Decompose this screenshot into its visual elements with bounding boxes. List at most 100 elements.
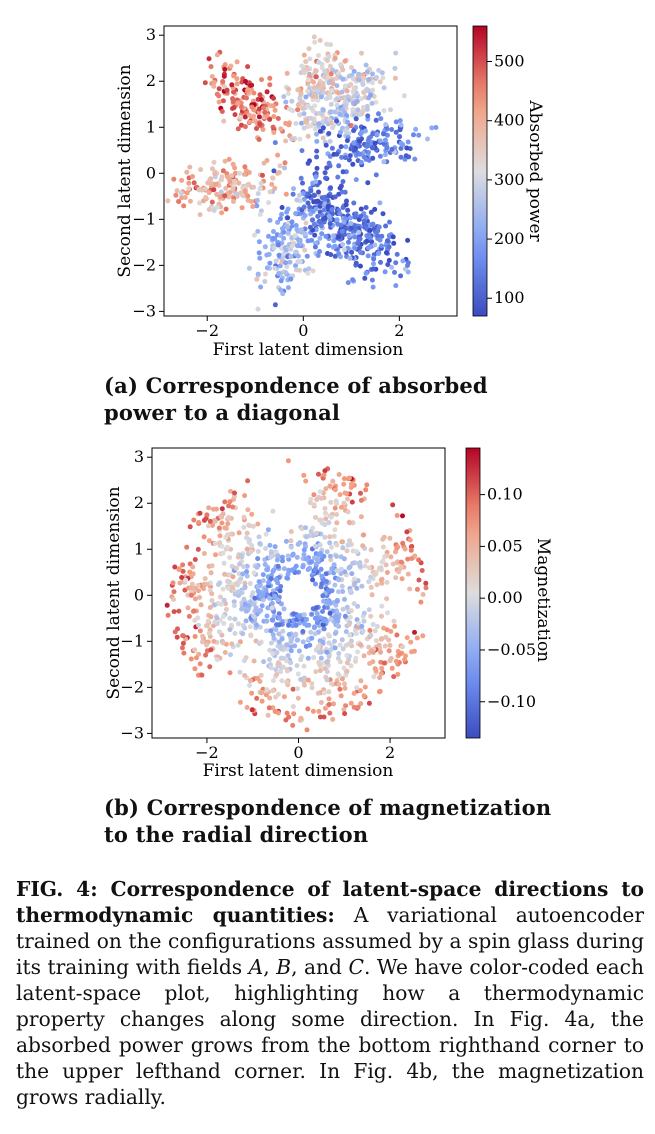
scatter-point	[324, 604, 330, 610]
scatter-point	[384, 132, 390, 138]
scatter-point	[317, 37, 323, 43]
scatter-point	[310, 525, 316, 531]
scatter-point	[259, 698, 265, 704]
scatter-point	[336, 651, 342, 656]
scatter-point	[283, 717, 289, 723]
scatter-point	[359, 50, 364, 56]
scatter-point	[304, 66, 310, 72]
scatter-point	[258, 97, 264, 103]
scatter-point	[270, 705, 276, 711]
scatter-point	[264, 252, 270, 258]
scatter-point	[197, 212, 203, 218]
scatter-point	[353, 177, 359, 183]
scatter-point	[393, 283, 399, 289]
scatter-point	[303, 478, 309, 484]
scatter-point	[171, 589, 177, 595]
scatter-point	[272, 107, 278, 113]
scatter-point	[400, 513, 405, 519]
scatter-point	[344, 198, 349, 204]
scatter-point	[211, 638, 217, 644]
scatter-point	[389, 127, 395, 132]
scatter-point	[310, 217, 316, 223]
x-tick-label: −2	[195, 321, 219, 340]
scatter-point	[294, 226, 300, 232]
scatter-point	[332, 505, 338, 511]
scatter-point	[242, 673, 248, 678]
scatter-point	[208, 64, 214, 70]
scatter-point	[246, 522, 252, 528]
scatter-point	[344, 604, 350, 610]
scatter-point	[191, 608, 197, 614]
scatter-point	[280, 558, 285, 564]
scatter-point	[257, 92, 263, 98]
scatter-point	[377, 675, 383, 681]
scatter-point	[287, 259, 293, 265]
scatter-point	[365, 253, 371, 259]
scatter-point	[341, 476, 347, 482]
scatter-point	[235, 621, 241, 627]
scatter-point	[279, 205, 285, 210]
scatter-point	[315, 97, 321, 103]
scatter-point	[231, 89, 236, 95]
scatter-point	[192, 666, 198, 672]
scatter-point	[366, 77, 372, 82]
scatter-point	[353, 631, 359, 637]
scatter-point	[356, 238, 362, 244]
scatter-point	[334, 102, 340, 108]
scatter-point	[269, 600, 275, 606]
scatter-point	[179, 195, 185, 201]
scatter-point	[374, 582, 380, 588]
scatter-point	[273, 694, 279, 700]
scatter-point	[301, 675, 307, 681]
scatter-point	[267, 75, 273, 81]
scatter-point	[180, 568, 186, 574]
scatter-point	[292, 233, 298, 239]
scatter-point	[344, 138, 350, 144]
scatter-point	[311, 85, 317, 91]
scatter-point	[344, 88, 350, 94]
scatter-point	[204, 581, 210, 587]
scatter-point	[317, 128, 323, 134]
scatter-point	[326, 689, 332, 695]
scatter-point	[186, 186, 192, 192]
scatter-point	[397, 118, 403, 124]
scatter-point	[311, 79, 316, 85]
scatter-point	[343, 629, 349, 635]
scatter-point	[222, 650, 228, 655]
scatter-point	[293, 263, 299, 269]
scatter-point	[395, 671, 401, 677]
scatter-point	[402, 546, 408, 552]
scatter-point	[344, 113, 350, 118]
scatter-point	[323, 233, 329, 239]
scatter-point	[371, 256, 377, 262]
scatter-point	[416, 557, 422, 563]
scatter-point	[234, 76, 240, 82]
caption-b-line-2: to the radial direction	[104, 822, 369, 847]
scatter-point	[311, 193, 317, 198]
scatter-point	[368, 632, 374, 638]
scatter-point	[409, 649, 415, 655]
scatter-point	[301, 552, 307, 557]
colorbar-a	[472, 25, 488, 317]
scatter-point	[370, 80, 375, 86]
scatter-point	[397, 134, 403, 140]
scatter-point	[326, 520, 332, 526]
scatter-point	[262, 271, 268, 277]
scatter-point	[209, 591, 215, 597]
scatter-point	[219, 210, 225, 216]
scatter-point	[351, 93, 357, 99]
scatter-point	[413, 126, 419, 132]
y-tick-label: −3	[132, 301, 156, 320]
scatter-point	[226, 156, 232, 162]
scatter-point	[380, 75, 386, 81]
scatter-point	[335, 221, 341, 227]
scatter-point	[298, 227, 304, 233]
scatter-point	[356, 620, 362, 626]
scatter-point	[261, 659, 267, 665]
scatter-point	[288, 638, 294, 644]
scatter-point	[314, 138, 320, 144]
scatter-point	[188, 656, 194, 662]
scatter-point	[291, 611, 297, 617]
scatter-point	[311, 222, 317, 227]
scatter-point	[342, 711, 348, 717]
